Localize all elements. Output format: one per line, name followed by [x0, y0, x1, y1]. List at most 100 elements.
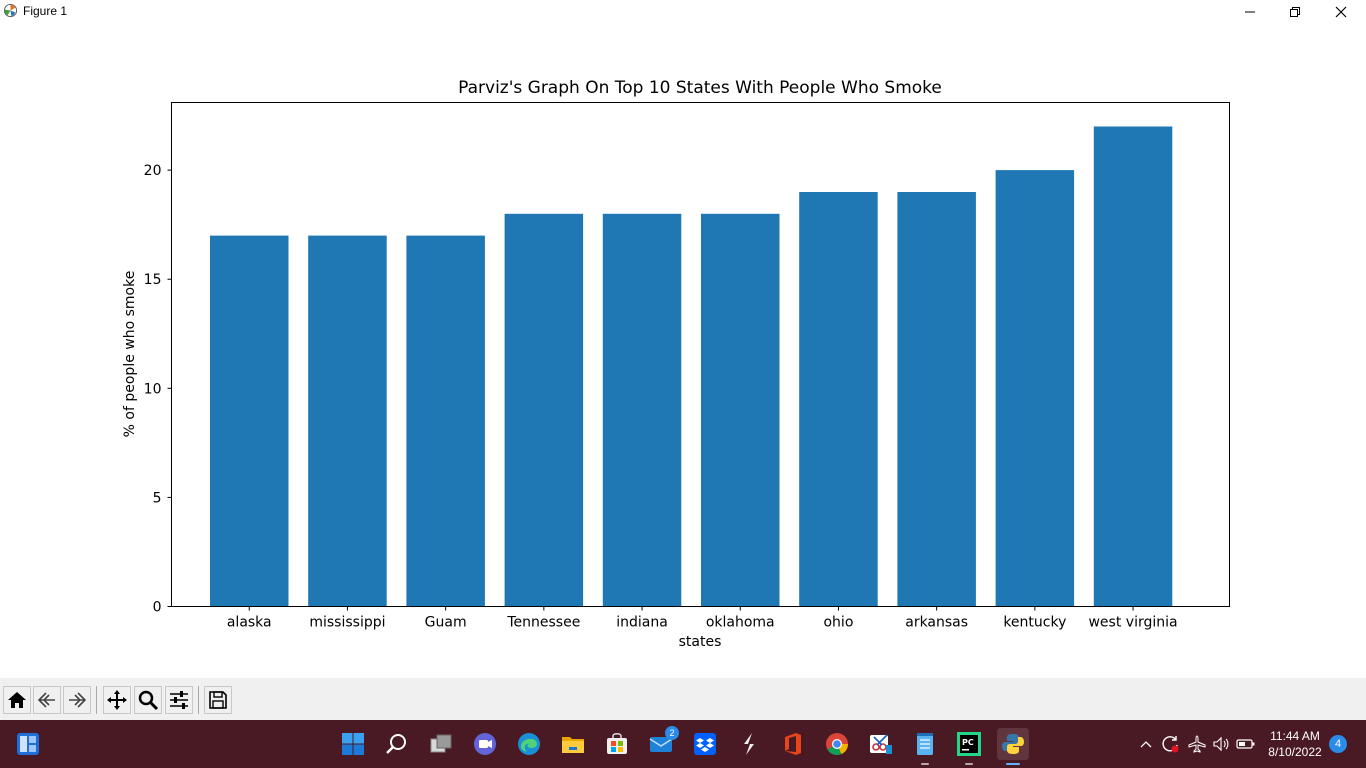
save-icon — [209, 691, 227, 709]
axes-frame — [171, 102, 1230, 607]
bar-guam — [406, 235, 485, 607]
window-titlebar: Figure 1 — [0, 0, 1366, 24]
task-view-button[interactable] — [425, 728, 457, 760]
x-tick-label: indiana — [616, 615, 668, 631]
y-tick-label: 15 — [144, 272, 162, 288]
mail-button[interactable]: 2 — [645, 726, 679, 760]
dropbox-icon — [694, 733, 716, 755]
airplane-mode-icon — [1188, 735, 1206, 753]
system-clock[interactable]: 11:44 AM 8/10/2022 — [1262, 728, 1328, 760]
sublime-icon — [744, 733, 754, 755]
file-explorer-button[interactable] — [557, 728, 589, 760]
back-button[interactable] — [33, 686, 61, 714]
x-tick-label: ohio — [823, 615, 853, 631]
bar-oklahoma — [701, 213, 780, 607]
chevron-up-icon — [1140, 741, 1152, 748]
bar-ohio — [799, 192, 878, 607]
x-tick-label: kentucky — [1003, 615, 1066, 631]
forward-icon — [69, 692, 87, 708]
sublime-button[interactable] — [733, 728, 765, 760]
x-tick-label: arkansas — [905, 615, 968, 631]
active-indicator — [1006, 763, 1020, 765]
pan-button[interactable] — [103, 686, 131, 714]
y-tick-label: 20 — [144, 163, 162, 179]
running-indicator — [921, 763, 929, 765]
x-tick-label: oklahoma — [706, 615, 775, 631]
back-icon — [37, 692, 55, 708]
x-tick-label: Guam — [425, 615, 467, 631]
y-tick-label: 5 — [153, 490, 162, 506]
start-icon — [342, 733, 364, 755]
bar-mississippi — [308, 235, 387, 607]
bar-arkansas — [897, 192, 976, 607]
task-view-icon — [430, 734, 452, 753]
navigation-toolbar — [0, 678, 1366, 720]
dropbox-button[interactable] — [689, 728, 721, 760]
python-icon — [1002, 734, 1024, 754]
window-title: Figure 1 — [23, 4, 68, 18]
pan-icon — [107, 690, 127, 710]
pycharm-icon: PC — [957, 732, 981, 756]
teams-chat-icon — [474, 733, 496, 755]
save-button[interactable] — [204, 686, 232, 714]
volume-button[interactable] — [1210, 720, 1232, 768]
airplane-mode-button[interactable] — [1186, 720, 1208, 768]
close-button[interactable] — [1318, 0, 1364, 24]
matplotlib-icon — [3, 3, 18, 18]
snipping-tool-button[interactable] — [865, 728, 897, 760]
x-tick-label: west virginia — [1088, 615, 1177, 631]
home-button[interactable] — [3, 686, 31, 714]
pycharm-button[interactable]: PC — [953, 728, 985, 765]
widgets-button[interactable] — [12, 728, 44, 760]
y-tick-label: 10 — [144, 381, 162, 397]
bar-chart: Parviz's Graph On Top 10 States With Peo… — [122, 78, 1230, 650]
battery-icon — [1236, 739, 1255, 749]
toolbar-separator — [198, 686, 199, 714]
bar-indiana — [602, 213, 682, 607]
office-icon — [785, 733, 801, 755]
file-explorer-icon — [562, 737, 584, 753]
bar-kentucky — [995, 170, 1075, 607]
clock-time: 11:44 AM — [1270, 729, 1320, 743]
x-axis-label: states — [679, 634, 722, 650]
bar-west-virginia — [1093, 126, 1173, 607]
minimize-icon — [1245, 11, 1255, 13]
bar-alaska — [210, 235, 289, 607]
restore-button[interactable] — [1272, 0, 1318, 24]
clock-date: 8/10/2022 — [1268, 745, 1322, 759]
teams-chat-button[interactable] — [469, 728, 501, 760]
mail-icon — [649, 737, 673, 752]
edge-button[interactable] — [513, 728, 545, 760]
start-button[interactable] — [337, 728, 369, 760]
zoom-button[interactable] — [134, 686, 162, 714]
y-tick-label: 0 — [153, 600, 162, 616]
sync-status-button[interactable] — [1159, 720, 1181, 768]
search-icon — [386, 734, 406, 754]
notepad-button[interactable] — [909, 728, 941, 765]
configure-subplots-button[interactable] — [165, 686, 193, 714]
battery-button[interactable] — [1234, 720, 1258, 768]
python-button[interactable] — [997, 728, 1029, 765]
y-axis-label: % of people who smoke — [122, 271, 138, 438]
mail-badge: 2 — [665, 726, 679, 740]
widgets-icon — [17, 733, 39, 755]
volume-icon — [1213, 736, 1229, 752]
sync-icon — [1162, 736, 1179, 753]
svg-text:PC: PC — [962, 738, 974, 747]
chart-title: Parviz's Graph On Top 10 States With Peo… — [458, 78, 942, 98]
windows-taskbar: 2 PC 11:44 AM 8/10/2022 — [0, 720, 1366, 768]
store-button[interactable] — [601, 728, 633, 760]
search-button[interactable] — [381, 728, 413, 760]
chrome-icon — [826, 733, 848, 755]
close-icon — [1335, 6, 1347, 18]
office-button[interactable] — [777, 728, 809, 760]
chrome-button[interactable] — [821, 728, 853, 760]
figure-canvas: Parviz's Graph On Top 10 States With Peo… — [0, 24, 1366, 678]
zoom-icon — [138, 690, 159, 711]
notification-badge[interactable]: 4 — [1329, 735, 1347, 753]
home-icon — [8, 692, 26, 708]
minimize-button[interactable] — [1227, 0, 1273, 24]
store-icon — [607, 733, 627, 754]
forward-button[interactable] — [63, 686, 91, 714]
show-hidden-icons-button[interactable] — [1136, 720, 1156, 768]
